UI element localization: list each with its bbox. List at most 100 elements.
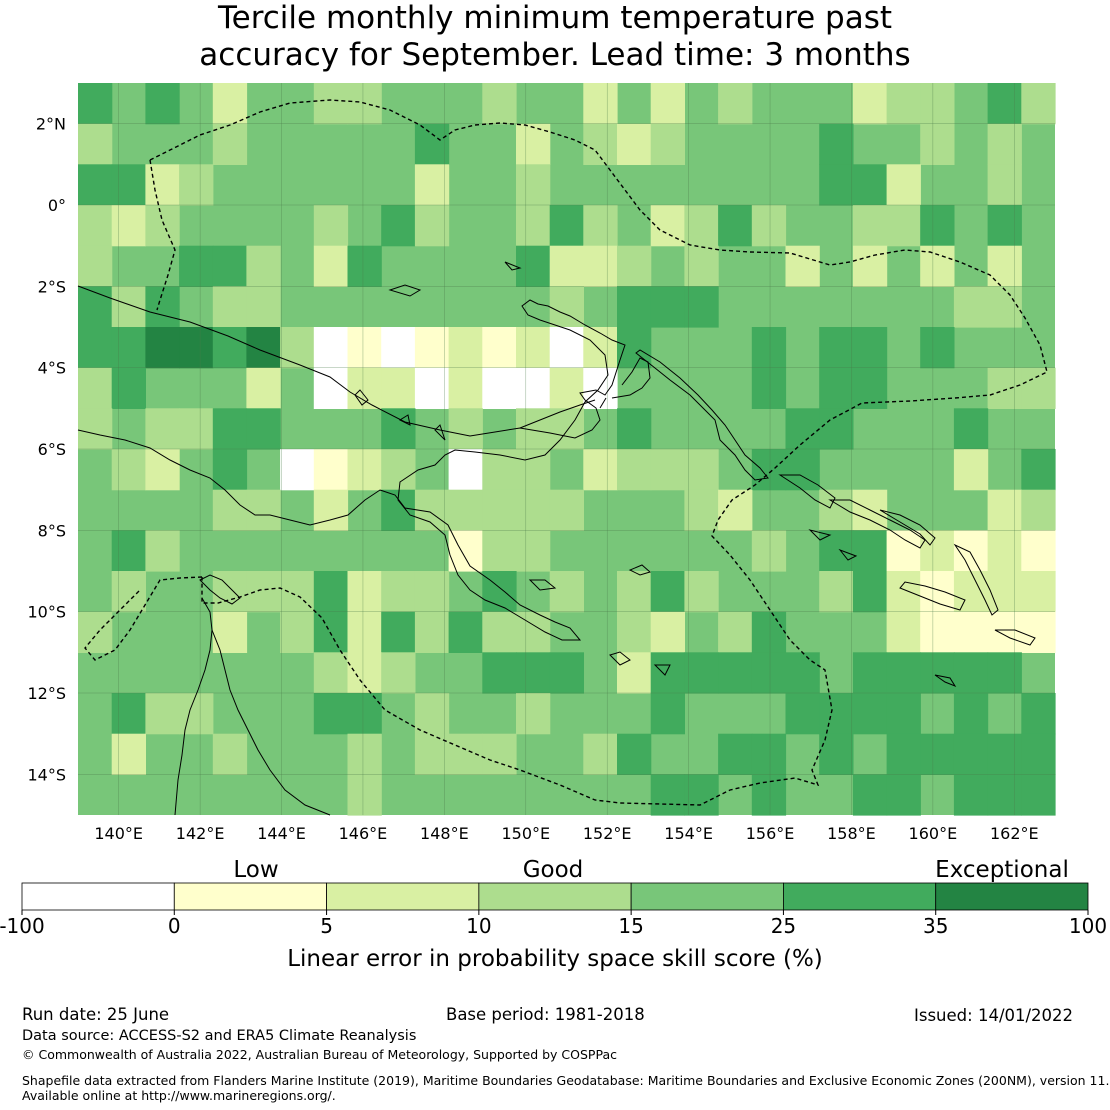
skill-cell <box>819 693 854 735</box>
skill-cell <box>212 123 248 165</box>
skill-cell <box>549 205 584 247</box>
skill-cell <box>1021 693 1056 735</box>
colorbar-category-label: Exceptional <box>935 857 1069 883</box>
skill-cell <box>414 327 450 369</box>
skill-cell <box>852 774 888 816</box>
skill-cell <box>381 611 416 653</box>
skill-cell <box>78 83 113 125</box>
new-britain-coast <box>519 357 651 429</box>
skill-cell <box>718 489 753 531</box>
skill-cell <box>246 489 281 531</box>
skill-cell <box>650 83 685 125</box>
skill-cell <box>886 571 921 613</box>
colorbar-tick-label: 25 <box>771 914 796 938</box>
cape-york-coast <box>174 597 213 816</box>
colorbar-tick-label: 0 <box>168 914 181 938</box>
colorbar-tick-label: 15 <box>618 914 643 938</box>
colorbar-segment <box>326 882 480 911</box>
skill-cell <box>78 123 113 165</box>
skill-cell <box>111 571 146 613</box>
colorbar-tick-label: 10 <box>466 914 491 938</box>
skill-cell <box>987 530 1022 572</box>
skill-cell <box>381 205 416 247</box>
skill-cell <box>448 327 483 369</box>
skill-cell <box>212 327 248 369</box>
lon-label: 152°E <box>583 824 632 843</box>
skill-cell <box>1021 733 1056 775</box>
skill-cell <box>920 205 955 247</box>
lon-label: 162°E <box>990 824 1039 843</box>
lat-label: 4°S <box>38 359 66 378</box>
skill-cell <box>145 164 180 206</box>
skill-cell <box>347 652 382 694</box>
skill-cell <box>785 449 820 491</box>
skill-cell <box>280 327 315 369</box>
skill-cell <box>920 611 955 653</box>
skill-cell <box>212 449 248 491</box>
lon-label: 144°E <box>257 824 306 843</box>
skill-cell <box>886 83 921 125</box>
skill-cell <box>819 530 854 572</box>
skill-cell <box>953 449 989 491</box>
skill-cell <box>920 530 955 572</box>
skill-cell <box>819 571 854 613</box>
skill-cell <box>617 611 652 653</box>
skill-cell <box>482 530 517 572</box>
lon-label: 148°E <box>420 824 469 843</box>
skill-cell <box>179 164 214 206</box>
skill-cell <box>751 205 787 247</box>
skill-cell <box>448 611 483 653</box>
skill-cell <box>751 449 787 491</box>
skill-cell <box>482 83 517 125</box>
skill-cell <box>549 571 584 613</box>
skill-cell <box>347 571 382 613</box>
skill-cell <box>751 611 787 653</box>
data-source: Data source: ACCESS-S2 and ERA5 Climate … <box>22 1028 417 1044</box>
png-indonesia-boundary <box>149 159 176 311</box>
skill-cell <box>617 286 652 328</box>
skill-cell <box>684 449 719 491</box>
skill-cell <box>313 693 349 735</box>
skill-cell <box>414 123 450 165</box>
skill-cell <box>650 774 685 816</box>
bougainville-coast <box>778 474 836 509</box>
skill-cell <box>718 652 753 694</box>
skill-cell <box>650 449 685 491</box>
run-date: Run date: 25 June <box>22 1005 170 1024</box>
skill-cell <box>246 367 281 409</box>
skill-cell <box>953 286 989 328</box>
skill-cell <box>78 205 113 247</box>
skill-cell <box>246 327 281 369</box>
skill-cell <box>381 408 416 450</box>
skill-cell <box>684 652 719 694</box>
skill-cell <box>751 733 787 775</box>
shapefile-credit-line-2: Available online at http://www.marinereg… <box>22 1088 336 1103</box>
skill-cell <box>347 245 382 287</box>
skill-cell <box>953 693 989 735</box>
skill-cell <box>347 774 382 816</box>
skill-cell <box>718 205 753 247</box>
skill-score-grid <box>78 83 1056 816</box>
skill-cell <box>819 408 854 450</box>
skill-cell <box>313 245 349 287</box>
skill-cell <box>549 245 584 287</box>
colorbar-segment <box>478 882 632 911</box>
skill-cell <box>819 367 854 409</box>
skill-cell <box>111 367 146 409</box>
skill-cell <box>852 530 888 572</box>
skill-cell <box>583 327 618 369</box>
skill-cell <box>516 530 551 572</box>
skill-cell <box>617 408 652 450</box>
lon-label: 158°E <box>827 824 876 843</box>
skill-cell <box>650 286 685 328</box>
skill-cell <box>617 245 652 287</box>
skill-cell <box>751 774 787 816</box>
chart-title: Tercile monthly minimum temperature past… <box>0 0 1110 74</box>
skill-cell <box>617 652 652 694</box>
skill-cell <box>246 571 281 613</box>
skill-cell <box>414 367 450 409</box>
skill-cell <box>78 286 113 328</box>
skill-cell <box>987 733 1022 775</box>
skill-cell <box>448 408 483 450</box>
skill-cell <box>482 367 517 409</box>
